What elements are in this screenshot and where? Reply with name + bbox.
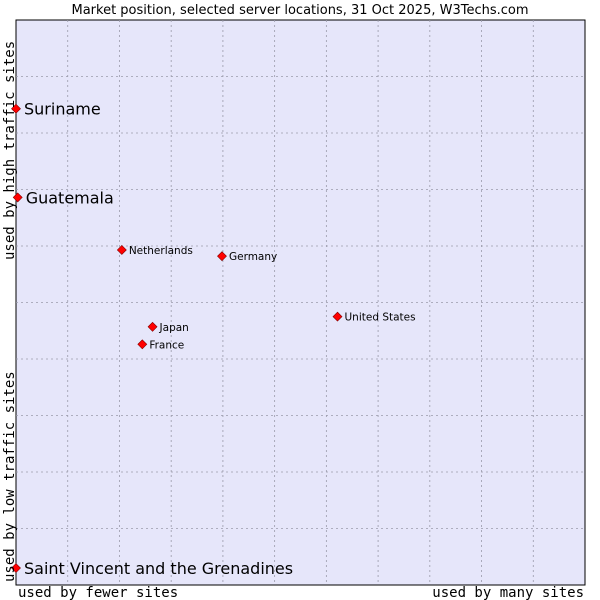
y-axis-label-top: used by high traffic sites: [2, 41, 18, 260]
data-point-marker: [11, 103, 21, 114]
y-axis-label-bottom: used by low traffic sites: [2, 371, 18, 582]
data-point-label: Netherlands: [129, 245, 193, 257]
data-point-marker: [116, 245, 127, 255]
grid-lines: [16, 20, 585, 585]
data-point-marker: [11, 563, 21, 573]
data-point-marker: [12, 192, 23, 203]
data-point-marker: [137, 339, 148, 350]
x-axis-label-right: used by many sites: [432, 585, 584, 600]
data-point-label: France: [149, 339, 184, 351]
plot-area: [15, 19, 586, 586]
data-point-label: Germany: [229, 251, 277, 263]
data-point-marker: [332, 311, 343, 322]
data-points: Suriname Guatemala Netherlands Germany Unite…: [11, 100, 416, 578]
data-point-label: United States: [344, 312, 415, 324]
chart-title: Market position, selected server locatio…: [71, 3, 528, 18]
data-point-label: Saint Vincent and the Grenadines: [24, 559, 293, 578]
data-point-label: Suriname: [24, 100, 101, 119]
data-point-marker: [147, 321, 158, 332]
data-point-label: Japan: [159, 322, 189, 334]
data-point-marker: [217, 251, 227, 262]
data-point-label: Guatemala: [26, 188, 114, 207]
x-axis-label-left: used by fewer sites: [18, 585, 178, 600]
